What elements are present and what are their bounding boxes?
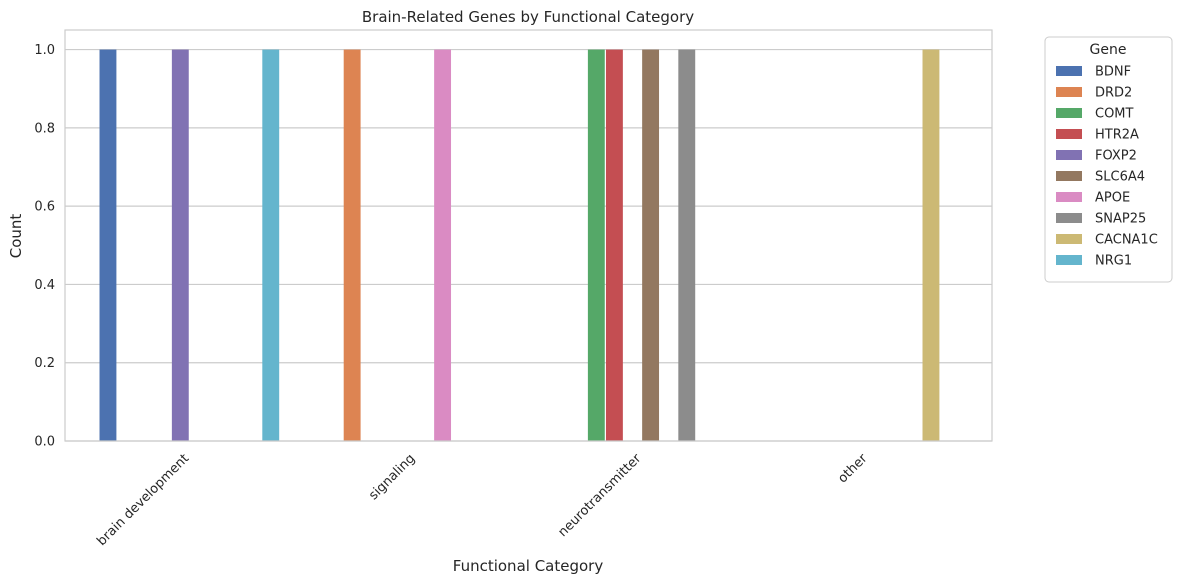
legend-swatch (1056, 255, 1082, 265)
legend-swatch (1056, 66, 1082, 76)
x-tick-label: brain development (94, 451, 192, 549)
legend-entry: APOE (1095, 191, 1130, 206)
legend-swatch (1056, 87, 1082, 97)
y-tick-label: 0.2 (34, 356, 55, 371)
legend-entry: NRG1 (1095, 254, 1132, 269)
x-tick-label: neurotransmitter (555, 451, 644, 540)
x-axis-label: Functional Category (453, 557, 604, 575)
y-tick-labels: 0.0 0.2 0.4 0.6 0.8 1.0 (34, 43, 55, 449)
bar-apoe (434, 49, 452, 441)
bar-nrg1 (262, 49, 280, 441)
y-tick-label: 0.4 (34, 278, 55, 293)
legend-swatch (1056, 108, 1082, 118)
y-tick-label: 0.0 (34, 435, 55, 450)
bars (99, 49, 940, 441)
x-tick-label: signaling (366, 451, 418, 503)
legend-entry: DRD2 (1095, 86, 1132, 101)
legend-entry: CACNA1C (1095, 233, 1158, 248)
legend-swatch (1056, 129, 1082, 139)
x-tick-labels: brain development signaling neurotransmitt… (94, 451, 871, 549)
legend-swatch (1056, 213, 1082, 223)
legend-title: Gene (1090, 42, 1127, 58)
bar-snap25 (678, 49, 696, 441)
legend-entry: COMT (1095, 107, 1134, 122)
bar-slc6a4 (642, 49, 660, 441)
legend-items: BDNF DRD2 COMT HTR2A FOXP2 SLC6A4 APOE SNAP25 CA… (1056, 65, 1158, 269)
y-tick-label: 1.0 (34, 43, 55, 58)
bar-comt (587, 49, 605, 441)
legend-entry: SNAP25 (1095, 212, 1146, 227)
plot-frame (64, 29, 993, 442)
bar-bdnf (99, 49, 117, 441)
legend-entry: FOXP2 (1095, 149, 1137, 164)
x-tick-label: other (835, 451, 871, 487)
bar-foxp2 (171, 49, 189, 441)
legend-swatch (1056, 234, 1082, 244)
y-axis-label: Count (7, 214, 25, 259)
y-tick-label: 0.6 (34, 200, 55, 215)
y-tick-label: 0.8 (34, 121, 55, 136)
chart-title: Brain-Related Genes by Functional Catego… (362, 8, 694, 26)
legend-entry: SLC6A4 (1095, 170, 1145, 185)
bar-htr2a (605, 49, 623, 441)
legend: Gene BDNF DRD2 COMT HTR2A FOXP2 SLC6A4 APOE SNA… (1044, 36, 1173, 283)
legend-entry: BDNF (1095, 65, 1131, 80)
bar-drd2 (343, 49, 361, 441)
bar-cacna1c (922, 49, 940, 441)
gridlines (65, 48, 992, 442)
legend-swatch (1056, 192, 1082, 202)
legend-swatch (1056, 150, 1082, 160)
legend-entry: HTR2A (1095, 128, 1139, 143)
legend-swatch (1056, 171, 1082, 181)
